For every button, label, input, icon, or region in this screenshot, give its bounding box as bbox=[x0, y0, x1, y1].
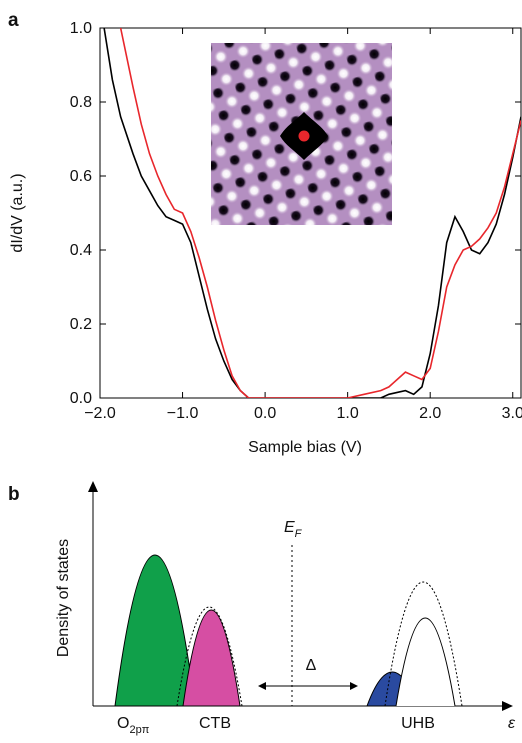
gap-label: Δ bbox=[306, 657, 317, 674]
fermi-label: EF bbox=[284, 519, 303, 540]
x-tick-label: 2.0 bbox=[419, 405, 441, 422]
x-tick-label: 1.0 bbox=[337, 405, 359, 422]
ctb-band bbox=[182, 609, 241, 707]
spectrum-line bbox=[103, 28, 521, 398]
panel-label: b bbox=[8, 484, 20, 505]
arrowhead bbox=[88, 481, 98, 492]
o2p-label: O2pπ bbox=[117, 715, 150, 736]
energy-symbol: ε bbox=[508, 715, 516, 732]
curves bbox=[103, 28, 521, 398]
uhb-label: UHB bbox=[401, 715, 435, 732]
x-tick-label: −1.0 bbox=[167, 405, 199, 422]
spectrum-line bbox=[119, 28, 521, 398]
x-tick-label: 3.0 bbox=[502, 405, 522, 422]
fermi-subscript: F bbox=[295, 528, 303, 540]
y-tick-label: 0.8 bbox=[70, 94, 92, 111]
o2p-band bbox=[114, 554, 196, 707]
y-tick-label: 0.4 bbox=[70, 242, 92, 259]
x-tick-label: −2.0 bbox=[84, 405, 116, 422]
y-tick-label: 0.2 bbox=[70, 316, 92, 333]
o2p-base: O bbox=[117, 715, 129, 732]
x-tick-label: 0.0 bbox=[254, 405, 276, 422]
arrowhead bbox=[502, 701, 513, 711]
y-tick-label: 0.6 bbox=[70, 168, 92, 185]
y-tick-label: 0.0 bbox=[70, 390, 92, 407]
panel-label: a bbox=[8, 10, 19, 31]
stm-inset bbox=[211, 43, 392, 225]
panel-b: b Δ EF Density of states O2pπ CTB UHB ε bbox=[8, 481, 516, 736]
ctb-outline bbox=[176, 606, 243, 707]
uhb-band bbox=[395, 617, 456, 707]
y-tick-label: 1.0 bbox=[70, 20, 92, 37]
dos-label: Density of states bbox=[55, 539, 72, 657]
uhb-outline bbox=[384, 581, 463, 707]
o2p-subscript: 2pπ bbox=[129, 724, 149, 736]
fermi-symbol: E bbox=[284, 519, 295, 536]
y-axis-label: dI/dV (a.u.) bbox=[9, 173, 26, 252]
x-axis-label: Sample bias (V) bbox=[248, 439, 362, 456]
ctb-label: CTB bbox=[199, 715, 231, 732]
